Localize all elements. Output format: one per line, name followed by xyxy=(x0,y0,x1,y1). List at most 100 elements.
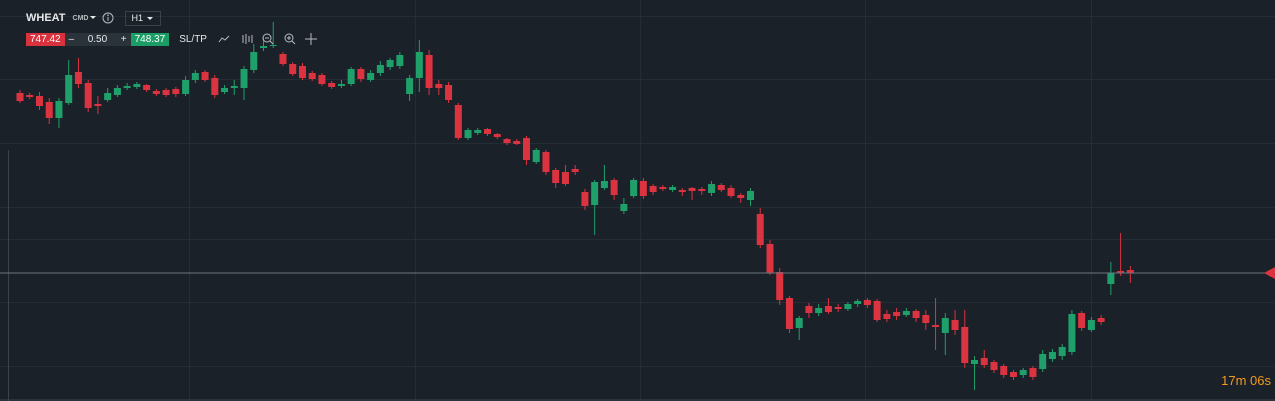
candle-body xyxy=(337,84,345,86)
candle-body xyxy=(678,190,686,192)
candle-body xyxy=(396,55,404,66)
symbol-type: CMD xyxy=(72,14,89,22)
candle-body xyxy=(1078,313,1086,328)
bar-countdown: 17m 06s xyxy=(1221,373,1271,388)
price-marker xyxy=(1264,267,1275,279)
toolbar: WHEAT CMD H1 747.42 –0.50 + 748.37 SL/TP xyxy=(26,10,335,47)
candle-body xyxy=(318,75,326,84)
buy-button[interactable]: 748.37 xyxy=(130,32,170,46)
timeframe: H1 xyxy=(131,13,143,23)
candle-body xyxy=(941,318,949,333)
candle-body xyxy=(1048,352,1056,359)
candle-body xyxy=(289,64,297,74)
candle-body xyxy=(84,83,92,108)
countdown-seconds: 06s xyxy=(1250,373,1271,388)
candle-body xyxy=(893,312,901,316)
timeframe-select[interactable]: H1 xyxy=(125,10,161,26)
candle-body xyxy=(532,150,540,162)
info-icon[interactable] xyxy=(101,11,115,25)
zoom-in-icon[interactable] xyxy=(284,33,296,45)
candle-body xyxy=(639,181,647,196)
candle-body xyxy=(503,139,511,143)
candle-body xyxy=(240,69,248,88)
zoom-out-icon[interactable] xyxy=(262,33,274,45)
candle-body xyxy=(94,104,102,106)
candle-body xyxy=(961,327,969,363)
candle-body xyxy=(932,325,940,327)
countdown-minutes: 17m xyxy=(1221,373,1247,388)
candle-body xyxy=(182,80,190,94)
pan-icon[interactable] xyxy=(304,33,317,45)
candle-body xyxy=(474,130,482,133)
candle-body xyxy=(747,191,754,200)
candle-body xyxy=(513,141,521,144)
candle-body xyxy=(1068,314,1076,352)
candle-body xyxy=(269,45,277,46)
candle-body xyxy=(162,90,170,95)
candle-body xyxy=(133,84,141,87)
candle-body xyxy=(347,69,355,84)
symbol-dropdown[interactable] xyxy=(88,14,98,22)
candle-body xyxy=(211,78,219,95)
candle-body xyxy=(824,306,832,312)
chart-tools xyxy=(218,33,317,45)
candle-body xyxy=(766,244,774,273)
candle-body xyxy=(201,72,209,80)
candle-body xyxy=(756,214,764,245)
candle-body xyxy=(581,192,589,206)
volume-minus[interactable]: – xyxy=(68,33,75,45)
candle-body xyxy=(113,88,121,95)
candle-body xyxy=(454,105,462,138)
candle-body xyxy=(659,187,667,189)
candle-body xyxy=(484,129,492,134)
candle-body xyxy=(308,73,316,79)
candle-body xyxy=(279,54,287,64)
candle-body xyxy=(250,52,258,70)
candle-body xyxy=(630,180,638,196)
candle-body xyxy=(35,96,43,106)
candle-body xyxy=(815,308,823,313)
candle-body xyxy=(74,72,82,84)
candle-body xyxy=(123,86,131,88)
candle-body xyxy=(357,69,365,79)
candle-body xyxy=(620,204,628,211)
candle-body xyxy=(863,300,871,305)
candle-body xyxy=(1019,370,1027,375)
candle-body xyxy=(912,311,920,318)
candle-body xyxy=(902,311,910,315)
candle-body xyxy=(104,93,112,100)
candle-body xyxy=(561,172,569,184)
candle-body xyxy=(1117,271,1125,273)
candle-body xyxy=(191,73,199,80)
sell-button[interactable]: 747.42 xyxy=(26,32,65,46)
line-chart-icon[interactable] xyxy=(218,35,230,43)
sltp-button[interactable]: SL/TP xyxy=(179,33,207,45)
volume-control[interactable]: –0.50 + xyxy=(64,32,131,46)
candle-body xyxy=(600,181,608,188)
candle-body xyxy=(386,60,394,67)
volume[interactable]: 0.50 xyxy=(87,33,108,45)
candle-body xyxy=(55,101,63,118)
candle-body xyxy=(1097,318,1105,322)
candle-body xyxy=(727,188,735,196)
candle-body xyxy=(610,180,618,195)
candle-body xyxy=(785,298,793,329)
candle-body xyxy=(172,89,180,94)
trade-row: 747.42 –0.50 + 748.37 SL/TP xyxy=(26,31,335,47)
candle-chart-icon[interactable] xyxy=(242,34,253,44)
candle-body xyxy=(591,182,599,205)
candle-body xyxy=(65,75,73,103)
symbol-row: WHEAT CMD H1 xyxy=(26,10,335,26)
candle-body xyxy=(445,85,453,100)
candle-body xyxy=(669,187,677,190)
symbol[interactable]: WHEAT xyxy=(26,12,66,24)
candle-body xyxy=(376,65,384,73)
candle-body xyxy=(522,138,530,160)
candle-body xyxy=(708,184,716,193)
candle-body xyxy=(737,195,745,198)
candle-body xyxy=(328,83,336,87)
candle-body xyxy=(1087,320,1095,330)
volume-plus[interactable]: + xyxy=(120,33,127,45)
candle-body xyxy=(649,186,657,192)
